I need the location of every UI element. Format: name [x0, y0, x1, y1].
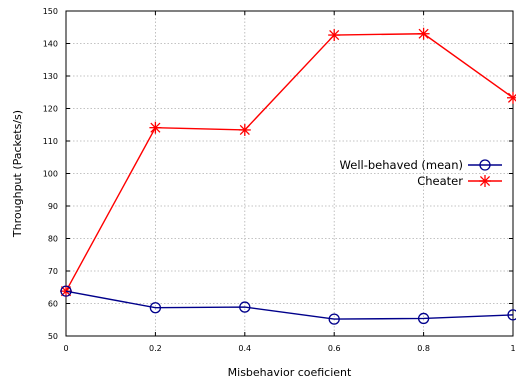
- legend-marker: [479, 159, 491, 171]
- data-point: [149, 302, 162, 314]
- series-cheater: [60, 27, 516, 298]
- data-point: [507, 309, 516, 321]
- legend-label-cheater: Cheater: [417, 174, 463, 188]
- y-tick-label: 130: [43, 72, 58, 81]
- series-line: [65, 290, 514, 320]
- data-point: [238, 123, 251, 136]
- legend-label-well-behaved: Well-behaved (mean): [340, 158, 463, 172]
- data-point: [60, 285, 72, 297]
- data-point: [507, 91, 516, 104]
- x-tick-label: 0.2: [149, 344, 162, 353]
- data-point: [149, 121, 162, 134]
- x-tick-label: 0.6: [328, 344, 341, 353]
- y-tick-label: 140: [43, 40, 58, 49]
- y-axis-label: Throughput (Packets/s): [11, 110, 24, 238]
- data-point: [239, 301, 251, 313]
- grid-lines: [66, 11, 513, 336]
- data-point: [328, 313, 340, 325]
- y-tick-label: 120: [43, 105, 58, 114]
- axis-ticks: 0 0.2 0.4 0.6 0.8 150607080901001101201301401…: [43, 7, 516, 353]
- y-tick-label: 50: [48, 332, 58, 341]
- legend-key-well-behaved: [468, 159, 502, 171]
- x-tick-label: 0: [63, 344, 68, 353]
- y-tick-label: 60: [48, 300, 58, 309]
- data-point: [417, 312, 430, 325]
- x-tick-label: 1: [510, 344, 515, 353]
- x-tick-label: 0.4: [238, 344, 251, 353]
- y-tick-label: 150: [43, 7, 58, 16]
- legend-marker: [479, 175, 491, 187]
- data-point: [417, 27, 430, 40]
- legend: Well-behaved (mean) Cheater: [340, 158, 502, 188]
- y-tick-label: 100: [43, 170, 58, 179]
- legend-key-cheater: [468, 175, 502, 187]
- series-well-behaved: [60, 285, 516, 325]
- series-line: [65, 33, 514, 292]
- series-layer: [60, 27, 516, 325]
- x-tick-label: 0.8: [417, 344, 430, 353]
- y-tick-label: 80: [48, 235, 58, 244]
- y-tick-label: 110: [43, 137, 58, 146]
- x-axis-label: Misbehavior coeficient: [228, 366, 352, 379]
- y-tick-label: 90: [48, 202, 58, 211]
- y-tick-label: 70: [48, 267, 58, 276]
- data-point: [328, 29, 341, 42]
